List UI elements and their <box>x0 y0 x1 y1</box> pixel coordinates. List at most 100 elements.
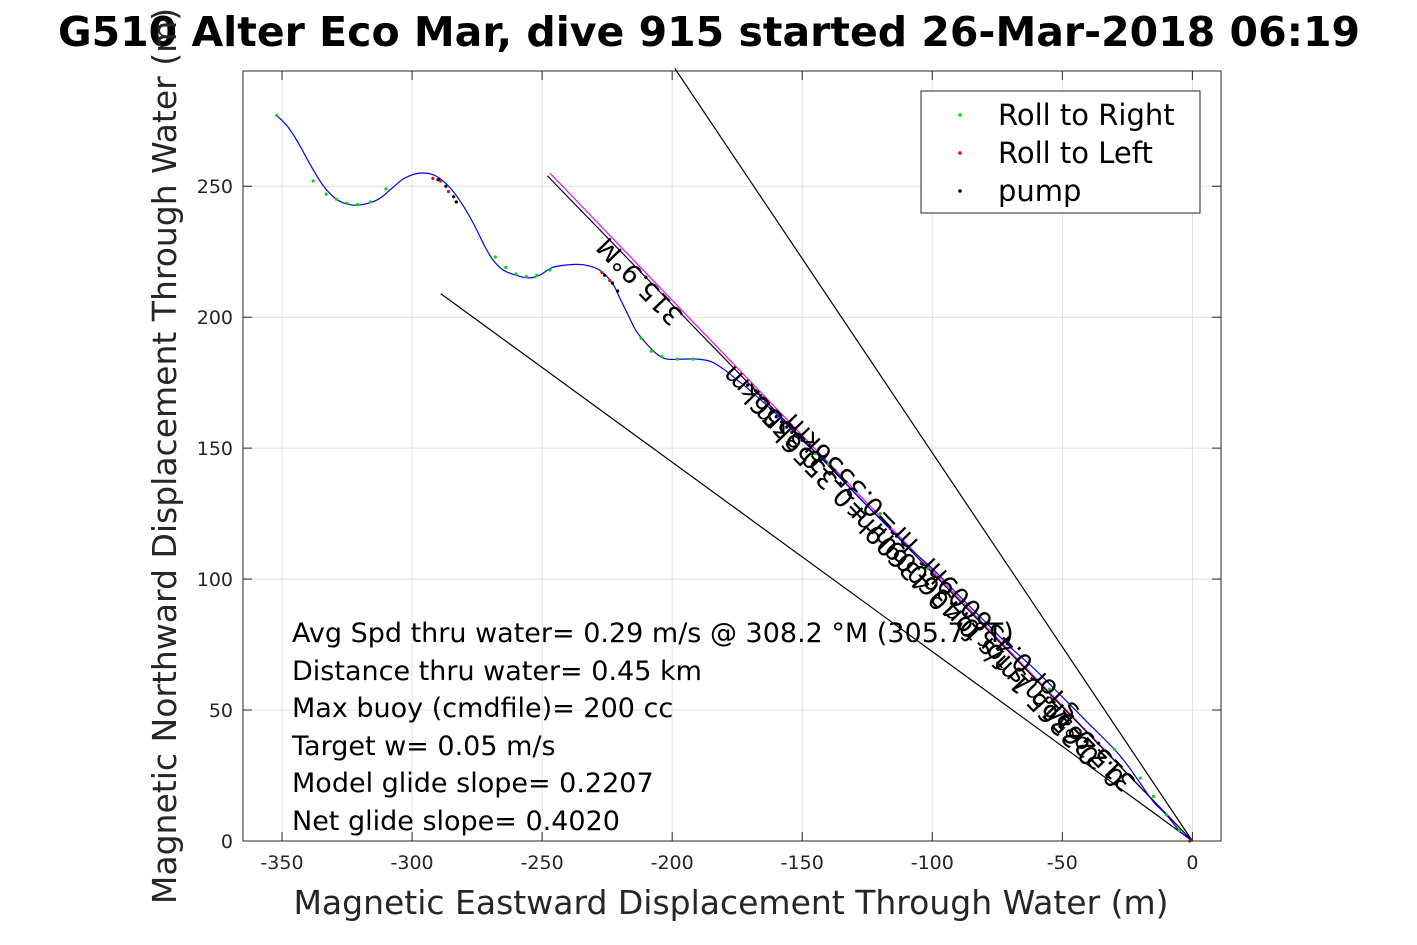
plot-frame <box>242 70 1222 842</box>
marker-roll-to-right <box>691 357 695 361</box>
marker-roll-to-right <box>493 255 497 259</box>
marker-roll-to-right <box>548 268 552 272</box>
marker-roll-to-right <box>660 354 664 359</box>
marker-roll-to-right <box>384 187 388 191</box>
marker-roll-to-right <box>514 272 518 276</box>
reference-line <box>440 293 1193 842</box>
stat-target-w: Target w= 0.05 m/s <box>291 731 556 762</box>
series-pump <box>436 178 804 442</box>
x-tick-label: 0 <box>1186 852 1198 874</box>
marker-pump <box>746 383 750 387</box>
marker-roll-to-left <box>439 179 443 183</box>
legend-marker-roll-right <box>958 113 962 117</box>
marker-roll-to-right <box>1138 776 1142 780</box>
x-axis-label: Magnetic Eastward Displacement Through W… <box>293 883 1168 922</box>
marker-pump <box>766 402 771 406</box>
marker-pump <box>452 195 456 199</box>
reference-line <box>674 68 1193 842</box>
marker-pump <box>774 415 778 419</box>
marker-pump <box>759 394 763 398</box>
marker-pump <box>761 396 765 400</box>
y-tick-label: 50 <box>209 700 233 722</box>
marker-pump <box>779 420 784 424</box>
marker-roll-to-right <box>504 265 508 270</box>
marker-roll-to-right <box>1151 794 1155 799</box>
marker-roll-to-left <box>431 176 435 180</box>
marker-roll-to-right <box>977 616 981 620</box>
reference-line <box>549 172 1193 842</box>
marker-pump <box>753 388 758 393</box>
chart-title: G510 Alter Eco Mar, dive 915 started 26-… <box>58 8 1360 56</box>
marker-roll-to-left <box>600 271 604 275</box>
legend-box <box>920 90 1201 214</box>
marker-roll-to-right <box>1112 747 1116 751</box>
marker-pump <box>751 386 755 390</box>
marker-roll-to-right <box>311 179 315 183</box>
marker-roll-to-right <box>1177 828 1181 833</box>
marker-roll-to-right <box>535 273 539 277</box>
marker-pump <box>610 281 614 285</box>
stat-avg-speed: Avg Spd thru water= 0.29 m/s @ 308.2 °M … <box>292 618 1014 649</box>
x-tick-label: -250 <box>521 852 564 874</box>
marker-roll-to-right <box>639 336 643 340</box>
marker-roll-to-left <box>446 189 451 194</box>
y-tick-label: 100 <box>197 569 233 591</box>
legend-label-roll-right: Roll to Right <box>998 98 1175 132</box>
marker-roll-to-right <box>826 462 830 466</box>
x-tick-label: -150 <box>781 852 824 874</box>
y-tick-label: 150 <box>197 438 233 460</box>
legend-marker-roll-left <box>958 151 962 155</box>
y-tick-label: 0 <box>221 831 233 853</box>
x-tick-label: -100 <box>911 852 954 874</box>
marker-pump <box>800 438 804 442</box>
marker-roll-to-right <box>524 274 529 279</box>
legend-label-roll-left: Roll to Left <box>998 136 1153 170</box>
track-line <box>276 115 1193 842</box>
y-tick-label: 200 <box>197 307 233 329</box>
marker-pump <box>602 273 607 277</box>
marker-roll-to-right <box>335 197 339 201</box>
legend: Roll to Right Roll to Left pump <box>920 90 1201 214</box>
marker-pump <box>769 407 773 411</box>
marker-roll-to-right <box>324 192 328 196</box>
marker-pump <box>436 178 440 182</box>
marker-pump <box>772 409 776 414</box>
x-tick-label: -50 <box>1047 852 1078 874</box>
marker-roll-to-right <box>1047 687 1051 691</box>
legend-label-pump: pump <box>998 174 1081 208</box>
stat-model-glide-slope: Model glide slope= 0.2207 <box>292 768 654 799</box>
marker-roll-to-right <box>275 113 279 118</box>
marker-pump <box>785 425 789 429</box>
ticks: -350 -300 -250 -200 -150 -100 -50 0 0 50 100 150 200… <box>197 71 1221 874</box>
marker-roll-to-right <box>345 201 349 205</box>
marker-roll-to-right <box>355 202 360 207</box>
marker-roll-to-right <box>878 512 882 516</box>
marker-roll-to-right <box>368 200 373 204</box>
x-tick-label: -350 <box>260 852 303 874</box>
marker-roll-to-right <box>675 357 679 361</box>
marker-pump <box>615 289 620 293</box>
legend-marker-pump <box>958 189 962 193</box>
stat-net-glide-slope: Net glide slope= 0.4020 <box>292 806 620 837</box>
marker-pump <box>790 430 794 435</box>
marker-pump <box>795 433 799 437</box>
marker-pump <box>454 200 458 204</box>
marker-pump <box>756 391 760 395</box>
x-tick-label: -200 <box>651 852 694 874</box>
stat-max-buoy: Max buoy (cmdfile)= 200 cc <box>292 693 673 724</box>
marker-roll-to-right <box>649 349 653 353</box>
marker-pump <box>764 399 768 403</box>
marker-roll-to-right <box>1164 813 1168 817</box>
series-roll-to-right <box>275 113 1181 833</box>
y-tick-label: 250 <box>197 176 233 198</box>
marker-roll-to-right <box>925 567 929 571</box>
stats-box: Avg Spd thru water= 0.29 m/s @ 308.2 °M … <box>291 618 1014 837</box>
track <box>276 115 1193 842</box>
marker-roll-to-right <box>813 451 817 455</box>
marker-pump <box>444 184 448 188</box>
marker-roll-to-left <box>608 278 612 283</box>
stat-distance: Distance thru water= 0.45 km <box>292 656 702 687</box>
x-tick-label: -300 <box>391 852 434 874</box>
